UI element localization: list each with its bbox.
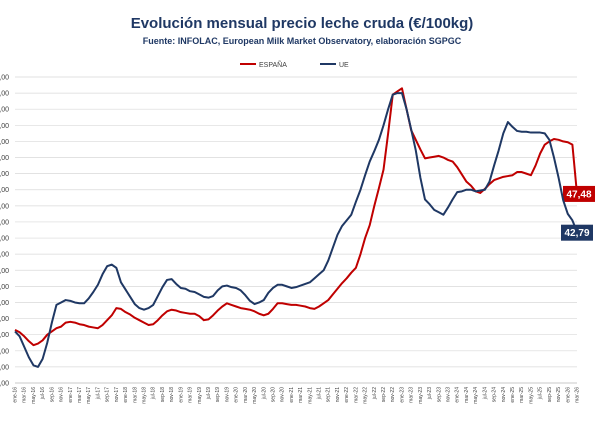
x-tick-label: jul-21 [317, 387, 323, 400]
chart-subtitle: Fuente: INFOLAC, European Milk Market Ob… [143, 36, 462, 46]
x-tick-label: sep-19 [215, 387, 221, 403]
x-tick-label: nov-24 [501, 387, 507, 403]
y-tick-label: 46,00 [0, 203, 9, 210]
x-tick-label: sep-17 [105, 387, 111, 403]
x-tick-label: ene-18 [123, 387, 129, 403]
y-tick-label: 34,00 [0, 300, 9, 307]
x-tick-label: nov-22 [390, 387, 396, 403]
x-tick-label: ene-24 [455, 387, 461, 403]
line-series [14, 87, 578, 347]
x-tick-label: mar-17 [77, 387, 83, 403]
x-tick-label: ene-17 [68, 387, 74, 403]
x-tick-label: ene-23 [399, 387, 405, 403]
legend-label: UE [339, 62, 349, 69]
x-tick-label: jul-24 [482, 387, 488, 400]
x-tick-label: may-22 [363, 387, 369, 404]
y-tick-label: 44,00 [0, 219, 9, 226]
x-tick-label: nov-21 [335, 387, 341, 403]
y-tick-label: 30,00 [0, 332, 9, 339]
x-tick-label: may-20 [252, 387, 258, 404]
x-tick-label: ene-22 [344, 387, 350, 403]
x-tick-label: mar-21 [298, 387, 304, 403]
x-tick-label: may-23 [418, 387, 424, 404]
x-tick-label: ene-21 [289, 387, 295, 403]
x-tick-label: mar-20 [243, 387, 249, 403]
y-tick-label: 32,00 [0, 316, 9, 323]
x-tick-label: jul-17 [95, 387, 101, 400]
line-series [14, 92, 578, 368]
x-tick-label: sep-23 [436, 387, 442, 403]
x-tick-label: may-19 [197, 387, 203, 404]
y-tick-label: 62,00 [0, 75, 9, 82]
end-label-box [563, 185, 595, 202]
x-tick-label: may-17 [86, 387, 92, 404]
x-tick-label: sep-22 [381, 387, 387, 403]
x-tick-label: sep-24 [492, 387, 498, 403]
x-tick-label: mar-26 [575, 387, 581, 403]
x-tick-label: ene-26 [565, 387, 571, 403]
y-tick-label: 58,00 [0, 107, 9, 114]
x-tick-label: may-25 [528, 387, 534, 404]
x-tick-label: jul-19 [206, 387, 212, 400]
x-tick-label: mar-22 [353, 387, 359, 403]
x-tick-label: nov-23 [446, 387, 452, 403]
end-label: 47,48 [566, 189, 591, 200]
y-tick-label: 50,00 [0, 171, 9, 178]
legend-label: ESPAÑA [259, 60, 287, 69]
y-tick-label: 28,00 [0, 348, 9, 355]
x-tick-label: mar-16 [22, 387, 28, 403]
x-tick-label: jul-23 [427, 387, 433, 400]
y-tick-label: 48,00 [0, 187, 9, 194]
x-tick-label: jul-22 [372, 387, 378, 400]
x-tick-label: ene-25 [510, 387, 516, 403]
x-tick-label: sep-21 [326, 387, 332, 403]
end-label: 42,79 [564, 228, 589, 239]
y-tick-label: 52,00 [0, 155, 9, 162]
y-tick-label: 24,00 [0, 381, 9, 388]
x-tick-label: sep-20 [270, 387, 276, 403]
x-tick-label: may-24 [473, 387, 479, 404]
x-tick-label: mar-19 [188, 387, 194, 403]
x-tick-label: sep-18 [160, 387, 166, 403]
x-tick-label: may-18 [141, 387, 147, 404]
x-tick-label: jul-18 [151, 387, 157, 400]
x-tick-label: jul-25 [538, 387, 544, 400]
x-tick-label: sep-16 [49, 387, 55, 403]
y-tick-label: 40,00 [0, 252, 9, 259]
x-tick-label: nov-19 [224, 387, 230, 403]
y-tick-label: 56,00 [0, 123, 9, 130]
x-tick-label: sep-25 [547, 387, 553, 403]
x-tick-label: nov-18 [169, 387, 175, 403]
x-tick-label: mar-18 [132, 387, 138, 403]
x-tick-label: nov-17 [114, 387, 120, 403]
x-tick-label: mar-25 [519, 387, 525, 403]
x-tick-label: ene-19 [178, 387, 184, 403]
x-tick-label: may-16 [31, 387, 37, 404]
x-tick-label: nov-16 [59, 387, 65, 403]
x-tick-label: mar-23 [409, 387, 415, 403]
x-tick-label: jul-16 [40, 387, 46, 400]
y-tick-label: 38,00 [0, 268, 9, 275]
y-tick-label: 36,00 [0, 284, 9, 291]
end-label-box [561, 224, 593, 241]
y-tick-label: 42,00 [0, 236, 9, 243]
x-tick-label: may-21 [307, 387, 313, 404]
y-tick-label: 26,00 [0, 364, 9, 371]
x-tick-label: ene-20 [234, 387, 240, 403]
x-tick-label: nov-20 [280, 387, 286, 403]
x-tick-label: ene-16 [13, 387, 19, 403]
y-tick-label: 60,00 [0, 91, 9, 98]
chart-title: Evolución mensual precio leche cruda (€/… [131, 15, 474, 32]
x-tick-label: mar-24 [464, 387, 470, 403]
y-tick-label: 54,00 [0, 139, 9, 146]
x-tick-label: jul-20 [261, 387, 267, 400]
x-tick-label: nov-25 [556, 387, 562, 403]
